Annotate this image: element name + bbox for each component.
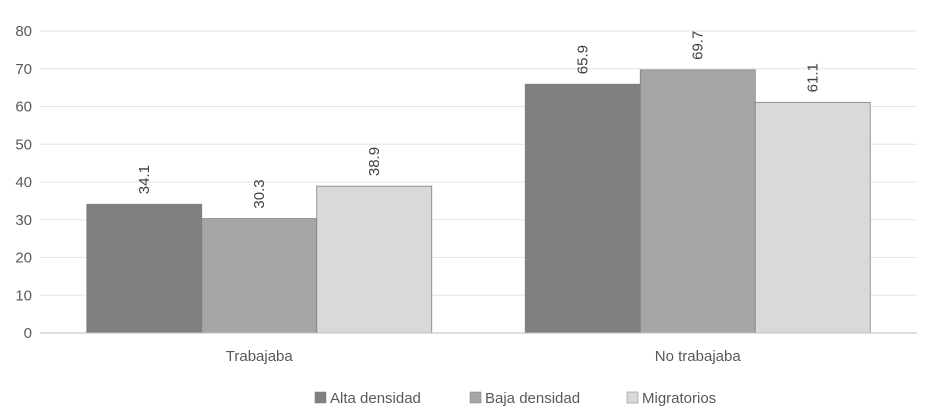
axes: 0 10 20 30 40 50 60 70 80 Trabajaba No trabajaba [15,23,917,365]
y-tick-label: 50 [15,136,32,153]
y-tick-label: 0 [24,325,32,342]
legend-label: Alta densidad [330,390,421,407]
legend-swatch [469,391,482,404]
bar-migratorios [316,185,433,334]
bar-alta-densidad [524,83,641,334]
y-tick-label: 10 [15,287,32,304]
legend-swatch [626,391,639,404]
bar-baja-densidad [639,69,756,334]
data-label: 38.9 [366,147,383,176]
y-tick-label: 60 [15,99,32,116]
legend-label: Baja densidad [485,390,580,407]
bars [86,69,871,334]
y-tick-label: 70 [15,61,32,78]
bar-alta-densidad [86,203,203,334]
data-label: 69.7 [690,31,707,60]
data-label: 65.9 [575,45,592,74]
y-tick-label: 30 [15,212,32,229]
bar-baja-densidad [201,218,318,334]
y-tick-label: 80 [15,23,32,40]
data-labels: 34.1 30.3 38.9 65.9 69.7 61.1 [136,31,822,209]
data-label: 34.1 [136,165,153,194]
data-label: 30.3 [251,179,268,208]
legend-label: Migratorios [642,390,716,407]
x-category-label: Trabajaba [226,348,294,365]
y-tick-label: 40 [15,174,32,191]
legend: Alta densidad Baja densidad Migratorios [314,390,716,407]
data-label: 61.1 [805,63,822,92]
x-category-label: No trabajaba [655,348,742,365]
legend-swatch [314,391,327,404]
bar-migratorios [754,101,871,334]
y-tick-label: 20 [15,250,32,267]
